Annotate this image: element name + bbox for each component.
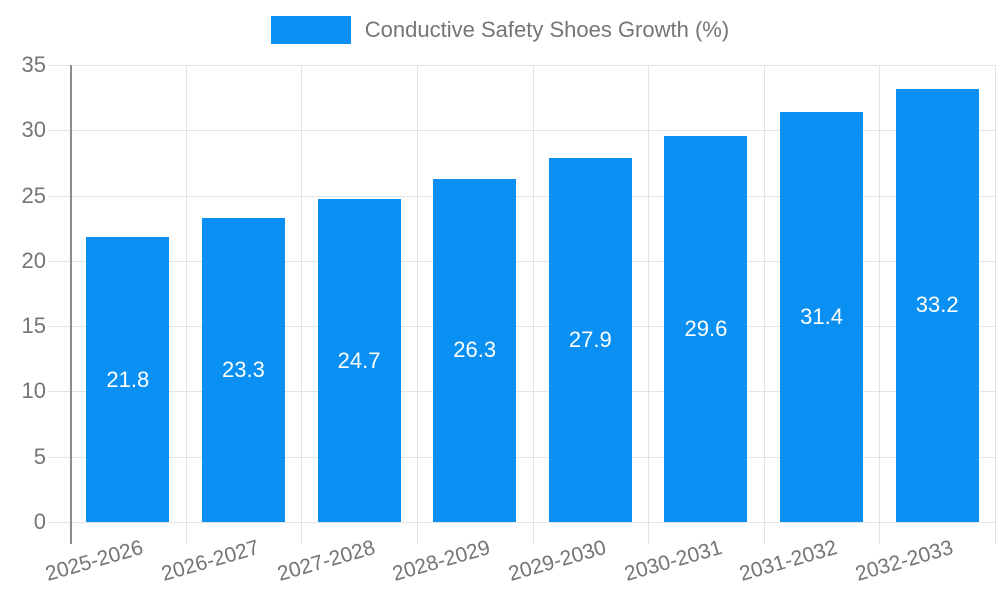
- legend-swatch: [270, 16, 351, 44]
- y-axis-tick-label: 15: [21, 313, 46, 339]
- bar-2025-2026: 21.8: [86, 237, 170, 522]
- x-gridline: [185, 65, 187, 544]
- bar-value-label: 31.4: [800, 303, 843, 329]
- y-axis-tick-label: 20: [21, 247, 46, 273]
- x-axis-tick-label: 2027-2028: [274, 536, 378, 586]
- y-axis-tick-label: 30: [21, 117, 46, 143]
- y-gridline: [48, 522, 995, 523]
- x-gridline: [763, 65, 765, 544]
- bar-value-label: 33.2: [915, 292, 959, 318]
- x-axis-tick-label: 2032-2033: [852, 536, 956, 586]
- y-gridline: [48, 65, 995, 66]
- x-gridline: [879, 65, 881, 544]
- legend-label: Conductive Safety Shoes Growth (%): [364, 17, 730, 42]
- y-axis-tick-label: 25: [21, 182, 46, 208]
- x-gridline: [532, 65, 534, 544]
- bar-2026-2027: 23.3: [201, 217, 285, 522]
- x-gridline: [648, 65, 650, 544]
- x-gridline: [301, 65, 303, 544]
- x-axis-tick-label: 2030-2031: [621, 536, 725, 586]
- x-gridline: [995, 65, 996, 544]
- x-axis-tick-label: 2028-2029: [390, 536, 494, 586]
- x-axis-tick-label: 2026-2027: [158, 536, 262, 586]
- bar-2028-2029: 26.3: [433, 178, 517, 522]
- y-axis-line: [70, 65, 72, 544]
- y-axis-tick-label: 10: [21, 378, 46, 404]
- bar-2032-2033: 33.2: [895, 88, 979, 522]
- bar-value-label: 24.7: [337, 347, 381, 373]
- bar-value-label: 21.8: [106, 366, 150, 392]
- y-gridline: [48, 326, 995, 328]
- bar-2027-2028: 24.7: [317, 199, 401, 522]
- x-axis-tick-label: 2025-2026: [43, 536, 147, 586]
- y-gridline: [48, 456, 995, 458]
- bar-2030-2031: 29.6: [664, 135, 748, 522]
- y-axis-tick-label: 5: [33, 443, 46, 469]
- y-gridline: [48, 130, 995, 132]
- x-axis-tick-label: 2031-2032: [737, 536, 840, 586]
- y-gridline: [48, 391, 995, 393]
- y-axis-tick-label: 0: [33, 509, 46, 534]
- bar-value-label: 26.3: [453, 337, 497, 363]
- y-gridline: [48, 195, 995, 197]
- bar-value-label: 27.9: [568, 326, 612, 352]
- chart-legend[interactable]: Conductive Safety Shoes Growth (%): [0, 16, 1000, 44]
- bar-2029-2030: 27.9: [548, 157, 632, 522]
- y-gridline: [48, 260, 995, 262]
- y-axis-tick-label: 35: [21, 52, 46, 77]
- x-axis-tick-label: 2029-2030: [505, 536, 609, 586]
- bar-value-label: 29.6: [684, 315, 728, 341]
- bar-2031-2032: 31.4: [780, 112, 864, 522]
- bar-value-label: 23.3: [222, 356, 265, 382]
- x-gridline: [416, 65, 418, 544]
